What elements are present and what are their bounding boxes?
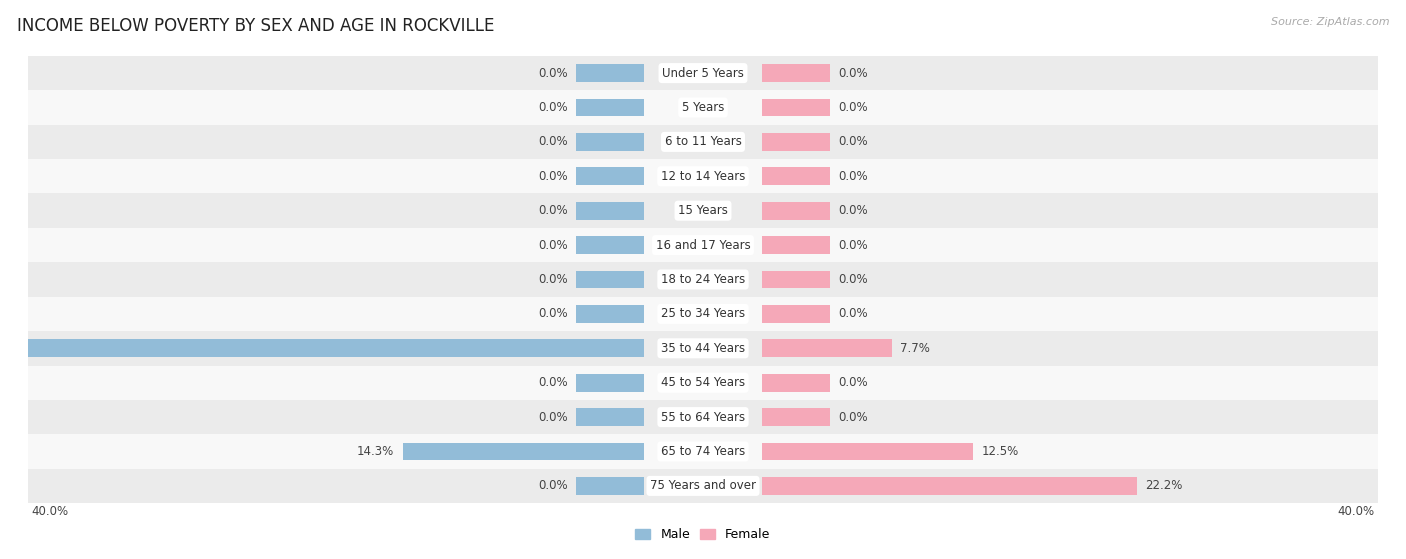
- Bar: [762, 305, 830, 323]
- Text: Under 5 Years: Under 5 Years: [662, 67, 744, 79]
- Text: 0.0%: 0.0%: [838, 307, 868, 320]
- Text: 0.0%: 0.0%: [838, 101, 868, 114]
- Bar: [28, 297, 1378, 331]
- Text: 0.0%: 0.0%: [838, 376, 868, 389]
- Text: 0.0%: 0.0%: [838, 204, 868, 217]
- Text: 45 to 54 Years: 45 to 54 Years: [661, 376, 745, 389]
- Text: 0.0%: 0.0%: [538, 411, 568, 424]
- Text: 0.0%: 0.0%: [538, 307, 568, 320]
- Text: 22.2%: 22.2%: [1144, 480, 1182, 492]
- Bar: [28, 228, 1378, 262]
- Bar: [762, 339, 891, 357]
- Bar: [576, 305, 644, 323]
- Text: 0.0%: 0.0%: [838, 67, 868, 79]
- Text: 16 and 17 Years: 16 and 17 Years: [655, 239, 751, 252]
- Text: 12.5%: 12.5%: [981, 445, 1018, 458]
- Text: 0.0%: 0.0%: [538, 239, 568, 252]
- Bar: [576, 167, 644, 185]
- Bar: [28, 434, 1378, 468]
- Text: 12 to 14 Years: 12 to 14 Years: [661, 170, 745, 183]
- Text: 40.0%: 40.0%: [31, 505, 69, 518]
- Bar: [762, 133, 830, 151]
- Text: 15 Years: 15 Years: [678, 204, 728, 217]
- Bar: [28, 366, 1378, 400]
- Text: 6 to 11 Years: 6 to 11 Years: [665, 135, 741, 148]
- Bar: [762, 64, 830, 82]
- Text: 0.0%: 0.0%: [538, 273, 568, 286]
- Text: 0.0%: 0.0%: [838, 135, 868, 148]
- Text: 35 to 44 Years: 35 to 44 Years: [661, 342, 745, 355]
- Text: 0.0%: 0.0%: [538, 170, 568, 183]
- Bar: [28, 331, 1378, 366]
- Text: 0.0%: 0.0%: [838, 411, 868, 424]
- Bar: [762, 202, 830, 220]
- Bar: [0, 339, 644, 357]
- Text: 40.0%: 40.0%: [1337, 505, 1375, 518]
- Bar: [576, 408, 644, 426]
- Text: 0.0%: 0.0%: [538, 204, 568, 217]
- Text: 25 to 34 Years: 25 to 34 Years: [661, 307, 745, 320]
- Text: INCOME BELOW POVERTY BY SEX AND AGE IN ROCKVILLE: INCOME BELOW POVERTY BY SEX AND AGE IN R…: [17, 17, 495, 35]
- Text: 0.0%: 0.0%: [538, 135, 568, 148]
- Text: 0.0%: 0.0%: [838, 239, 868, 252]
- Text: 0.0%: 0.0%: [538, 101, 568, 114]
- Text: 0.0%: 0.0%: [838, 273, 868, 286]
- Bar: [576, 477, 644, 495]
- Text: 7.7%: 7.7%: [900, 342, 931, 355]
- Bar: [576, 271, 644, 288]
- Text: 0.0%: 0.0%: [838, 170, 868, 183]
- Bar: [762, 236, 830, 254]
- Bar: [28, 400, 1378, 434]
- Text: 65 to 74 Years: 65 to 74 Years: [661, 445, 745, 458]
- Bar: [762, 374, 830, 392]
- Bar: [28, 125, 1378, 159]
- Bar: [762, 271, 830, 288]
- Bar: [576, 236, 644, 254]
- Bar: [28, 262, 1378, 297]
- Bar: [402, 443, 644, 461]
- Text: 0.0%: 0.0%: [538, 480, 568, 492]
- Bar: [576, 133, 644, 151]
- Bar: [762, 167, 830, 185]
- Bar: [762, 98, 830, 116]
- Text: 75 Years and over: 75 Years and over: [650, 480, 756, 492]
- Text: 0.0%: 0.0%: [538, 67, 568, 79]
- Legend: Male, Female: Male, Female: [630, 523, 776, 546]
- Text: 5 Years: 5 Years: [682, 101, 724, 114]
- Bar: [762, 477, 1136, 495]
- Text: 18 to 24 Years: 18 to 24 Years: [661, 273, 745, 286]
- Bar: [28, 193, 1378, 228]
- Bar: [28, 159, 1378, 193]
- Bar: [762, 443, 973, 461]
- Bar: [28, 56, 1378, 91]
- Text: Source: ZipAtlas.com: Source: ZipAtlas.com: [1271, 17, 1389, 27]
- Bar: [576, 202, 644, 220]
- Bar: [576, 64, 644, 82]
- Bar: [28, 91, 1378, 125]
- Bar: [576, 98, 644, 116]
- Text: 55 to 64 Years: 55 to 64 Years: [661, 411, 745, 424]
- Text: 0.0%: 0.0%: [538, 376, 568, 389]
- Text: 14.3%: 14.3%: [357, 445, 394, 458]
- Bar: [762, 408, 830, 426]
- Bar: [576, 374, 644, 392]
- Bar: [28, 468, 1378, 503]
